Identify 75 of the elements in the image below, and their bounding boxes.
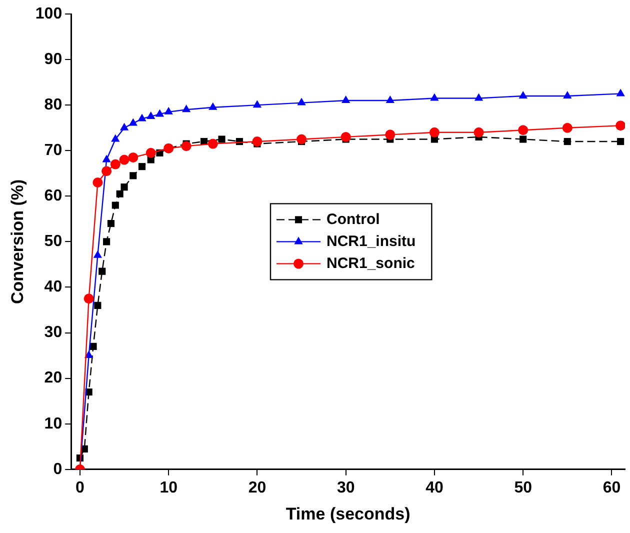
point — [146, 148, 156, 158]
point — [128, 118, 138, 126]
point — [297, 98, 306, 106]
y-tick-label: 0 — [53, 460, 62, 478]
point — [430, 93, 439, 101]
point — [155, 109, 164, 117]
y-tick-label: 100 — [35, 5, 62, 22]
y-tick-label: 90 — [44, 50, 62, 68]
y-tick-label: 80 — [44, 96, 62, 114]
y-tick-label: 60 — [44, 188, 62, 205]
x-tick-label: 60 — [602, 479, 621, 496]
point — [90, 342, 97, 350]
point — [116, 190, 124, 198]
point — [208, 138, 218, 149]
point — [518, 125, 528, 136]
point — [164, 106, 173, 114]
x-tick-label: 30 — [336, 479, 355, 496]
point — [120, 184, 128, 191]
y-tick-label: 10 — [44, 415, 62, 432]
legend-label: NCR1_sonic — [326, 254, 415, 272]
point — [616, 88, 625, 96]
y-tick-label: 30 — [44, 324, 62, 342]
point — [342, 96, 350, 104]
point — [208, 102, 218, 110]
point — [111, 134, 120, 142]
point — [107, 220, 115, 228]
point — [181, 141, 192, 152]
point — [102, 166, 112, 176]
point — [120, 122, 129, 130]
point — [128, 152, 138, 162]
point — [218, 136, 226, 143]
point — [562, 122, 572, 133]
point — [119, 154, 130, 165]
point — [112, 202, 119, 209]
y-tick-label: 20 — [44, 370, 62, 387]
point — [385, 130, 396, 140]
y-tick-label: 50 — [44, 233, 62, 250]
y-tick-label: 70 — [44, 142, 62, 160]
point — [340, 132, 351, 142]
legend-label: Control — [326, 210, 380, 228]
x-tick-label: 50 — [514, 479, 532, 496]
point — [102, 154, 111, 162]
point — [93, 250, 102, 258]
point — [474, 127, 484, 138]
point — [98, 268, 106, 275]
legend-label: NCR1_insitu — [326, 232, 416, 250]
point — [130, 172, 137, 180]
x-tick-label: 40 — [426, 479, 444, 496]
point — [182, 104, 191, 112]
x-tick-label: 0 — [76, 479, 85, 496]
point — [252, 136, 262, 147]
y-tick-label: 40 — [44, 278, 62, 296]
point — [386, 96, 394, 104]
point — [616, 120, 625, 131]
point — [429, 127, 440, 138]
point — [94, 302, 102, 309]
x-axis-title: Time (seconds) — [286, 504, 410, 524]
point — [138, 114, 146, 122]
y-axis-title: Conversion (%) — [8, 179, 27, 304]
point — [252, 100, 262, 108]
point — [103, 238, 110, 246]
point — [564, 138, 571, 146]
point — [84, 294, 94, 304]
point — [110, 159, 120, 170]
point — [474, 93, 484, 101]
x-tick-label: 10 — [160, 479, 178, 496]
point — [520, 136, 527, 143]
point — [92, 178, 103, 188]
point — [617, 138, 624, 146]
x-tick-label: 20 — [248, 479, 266, 496]
point — [518, 90, 528, 98]
point — [563, 90, 572, 98]
point — [296, 134, 307, 144]
point — [138, 163, 146, 170]
point — [146, 111, 156, 119]
